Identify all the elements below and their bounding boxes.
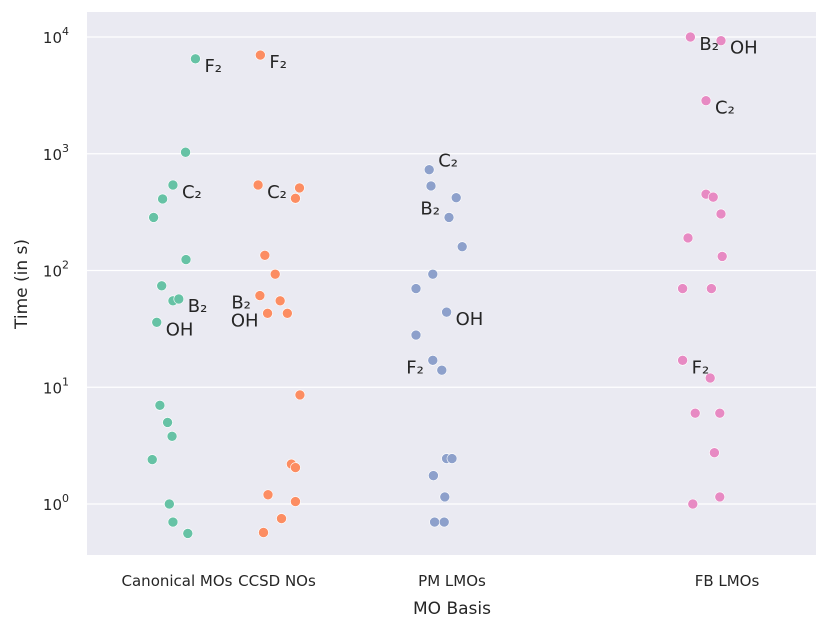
data-point <box>443 212 455 223</box>
point-label: C₂ <box>182 182 202 203</box>
data-point <box>677 355 688 366</box>
data-point <box>700 95 712 106</box>
data-point <box>290 496 301 507</box>
y-tick-label: 100 <box>43 492 69 514</box>
point-label: B₂ <box>699 34 719 55</box>
point-label: OH <box>231 310 259 331</box>
data-point <box>687 498 699 510</box>
data-point <box>441 306 452 318</box>
data-point <box>427 355 439 366</box>
data-point <box>190 53 201 65</box>
data-point <box>258 527 269 538</box>
data-point <box>157 193 168 205</box>
y-tick-label: 103 <box>43 142 69 164</box>
data-point <box>439 491 451 503</box>
point-label: C₂ <box>715 98 735 119</box>
data-point <box>148 212 159 223</box>
data-point <box>166 431 178 442</box>
data-point <box>274 295 286 307</box>
data-point <box>146 454 158 465</box>
data-point <box>707 191 719 203</box>
point-label: B₂ <box>231 293 251 314</box>
data-point <box>167 179 179 191</box>
data-point <box>255 49 266 61</box>
x-axis-title: MO Basis <box>413 599 491 619</box>
point-label: C₂ <box>438 151 458 172</box>
data-point <box>714 407 726 419</box>
point-label: F₂ <box>692 357 710 378</box>
plot-area <box>87 12 816 555</box>
data-point <box>164 498 175 510</box>
data-points <box>146 31 728 539</box>
data-point <box>704 372 716 384</box>
point-label: F₂ <box>204 56 222 77</box>
y-tick-label: 101 <box>43 375 69 397</box>
data-point <box>180 254 192 265</box>
x-tick-labels: Canonical MOs CCSD NOs PM LMOs FB LMOs <box>122 572 760 590</box>
x-tick-label: PM LMOs <box>418 572 486 590</box>
data-point <box>259 249 271 261</box>
data-point <box>689 407 701 419</box>
data-point <box>254 290 266 301</box>
data-point <box>410 283 422 294</box>
point-label: OH <box>166 319 194 340</box>
y-tick-label: 104 <box>43 25 69 47</box>
point-label: B₂ <box>420 198 440 219</box>
x-tick-label: Canonical MOs <box>122 572 233 590</box>
data-point <box>429 516 440 528</box>
data-point <box>715 208 727 220</box>
x-tick-label: CCSD NOs <box>238 572 316 590</box>
data-point <box>173 293 185 305</box>
data-point <box>180 146 191 158</box>
data-point <box>682 232 694 244</box>
data-point <box>290 193 301 204</box>
data-point <box>428 470 439 481</box>
data-point <box>252 179 264 191</box>
y-tick-labels: 100 101 102 103 104 <box>43 25 69 514</box>
point-label: OH <box>730 38 758 59</box>
data-point <box>262 489 274 501</box>
point-label: OH <box>456 309 484 330</box>
point-label: F₂ <box>406 357 424 378</box>
data-point <box>423 164 435 176</box>
data-point <box>427 268 439 280</box>
data-point <box>715 35 727 46</box>
point-label: B₂ <box>188 296 208 317</box>
point-label: F₂ <box>269 52 287 73</box>
data-point <box>450 192 462 204</box>
data-point <box>262 307 273 319</box>
data-point <box>162 417 173 428</box>
y-axis-title: Time (in s) <box>12 239 32 330</box>
data-point <box>156 280 167 292</box>
data-point <box>716 251 728 262</box>
point-label: C₂ <box>267 182 287 203</box>
data-point <box>677 283 688 294</box>
data-point <box>456 241 468 252</box>
data-point <box>709 447 720 459</box>
data-point <box>269 268 281 280</box>
data-point <box>182 528 194 539</box>
data-point <box>410 329 422 341</box>
data-point <box>685 31 696 43</box>
data-point <box>276 513 287 524</box>
data-point <box>167 516 179 528</box>
data-point <box>706 283 717 294</box>
data-point <box>154 400 166 411</box>
data-point <box>446 453 458 464</box>
data-point <box>436 364 448 376</box>
data-point <box>425 180 437 192</box>
data-point <box>151 317 163 328</box>
x-tick-label: FB LMOs <box>695 572 760 590</box>
data-point <box>294 182 305 194</box>
data-point <box>714 491 726 503</box>
data-point <box>290 462 301 473</box>
data-point <box>438 516 450 528</box>
data-point <box>294 389 306 401</box>
data-point <box>282 307 293 319</box>
y-tick-label: 102 <box>43 259 69 281</box>
